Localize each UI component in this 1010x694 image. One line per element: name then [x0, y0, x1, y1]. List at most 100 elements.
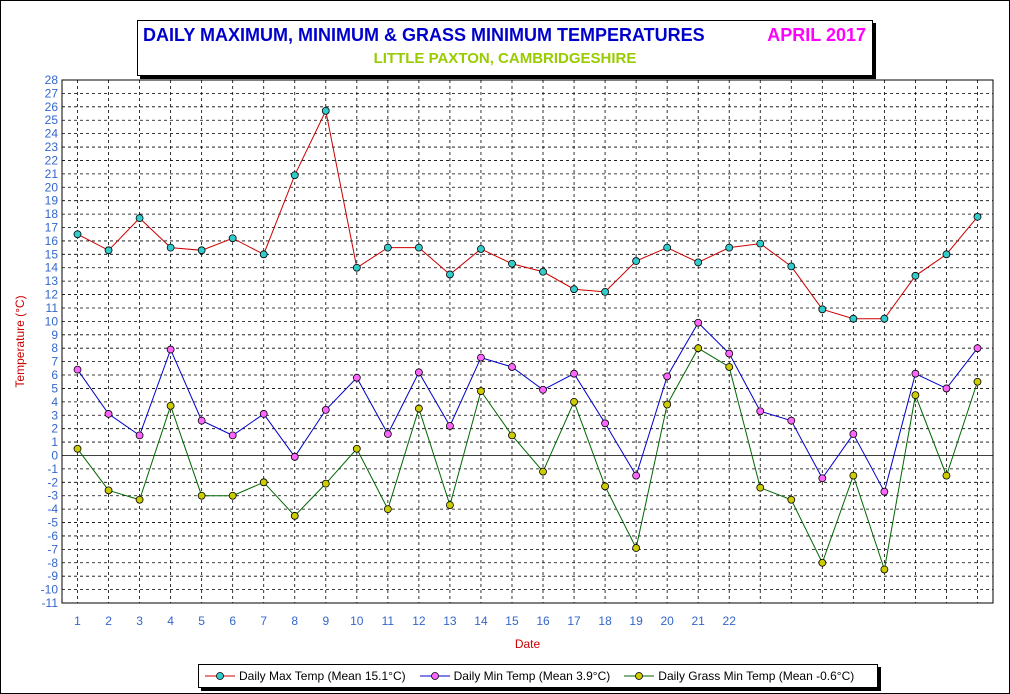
data-point-min — [570, 369, 578, 378]
x-tick-label: 3 — [136, 614, 143, 628]
data-point-grass — [446, 501, 454, 510]
x-tick-label: 21 — [692, 614, 706, 628]
data-point-min — [632, 471, 641, 480]
y-tick-label: 3 — [51, 408, 58, 422]
data-point-grass — [228, 491, 237, 500]
y-tick-label: -11 — [42, 596, 59, 610]
data-point-grass — [787, 495, 796, 504]
data-point-grass — [414, 404, 423, 413]
y-tick-label: 18 — [45, 207, 59, 221]
chart-month: APRIL 2017 — [767, 25, 866, 45]
y-tick-label: -2 — [47, 475, 58, 489]
data-point-grass — [570, 397, 578, 406]
y-tick-label: -7 — [47, 542, 58, 556]
y-tick-label: 26 — [45, 100, 59, 114]
data-point-min — [663, 372, 672, 381]
data-point-min — [104, 410, 113, 418]
x-tick-label: 10 — [350, 614, 364, 628]
data-point-min — [446, 422, 454, 430]
legend: Daily Max Temp (Mean 15.1°C) Daily Min T… — [198, 664, 878, 688]
x-tick-label: 12 — [412, 614, 426, 628]
data-point-grass — [259, 478, 268, 487]
data-point-max — [259, 250, 268, 259]
y-tick-label: 11 — [46, 301, 59, 315]
legend-item-min: Daily Min Temp (Mean 3.9°C) — [419, 669, 611, 683]
data-point-min — [290, 452, 299, 461]
data-point-min — [942, 384, 951, 393]
y-tick-label: 27 — [45, 86, 59, 100]
y-tick-label: 19 — [45, 194, 59, 208]
data-point-max — [383, 243, 392, 252]
y-tick-label: 6 — [51, 368, 58, 382]
data-point-min — [477, 353, 485, 362]
data-point-grass — [756, 483, 765, 492]
legend-item-max: Daily Max Temp (Mean 15.1°C) — [205, 669, 406, 683]
data-point-max — [197, 246, 206, 255]
x-tick-label: 18 — [598, 614, 612, 628]
temperature-chart: 2827262524232221201918171615141312111098… — [13, 73, 994, 651]
x-tick-label: 9 — [322, 614, 329, 628]
y-tick-label: 8 — [51, 341, 58, 355]
y-tick-label: 9 — [51, 328, 58, 342]
y-tick-label: -3 — [47, 489, 58, 503]
data-point-grass — [352, 444, 361, 453]
y-tick-label: 23 — [45, 140, 59, 154]
data-point-max — [352, 263, 361, 272]
y-tick-label: -10 — [41, 583, 59, 597]
x-tick-label: 19 — [629, 614, 643, 628]
data-point-max — [601, 287, 609, 296]
legend-swatch-min — [419, 672, 450, 680]
data-point-grass — [632, 544, 641, 552]
data-point-min — [973, 344, 982, 353]
data-point-max — [911, 271, 920, 280]
data-point-grass — [477, 387, 485, 396]
data-point-min — [414, 368, 423, 377]
x-tick-label: 14 — [474, 614, 488, 628]
legend-swatch-grass — [624, 672, 655, 680]
data-point-max — [663, 243, 672, 252]
y-tick-label: 1 — [51, 435, 58, 449]
data-point-min — [259, 410, 268, 418]
data-point-grass — [104, 486, 113, 495]
data-point-max — [135, 214, 144, 223]
data-point-grass — [166, 401, 175, 410]
data-point-max — [104, 246, 113, 255]
y-tick-label: 17 — [45, 221, 59, 235]
data-point-min — [849, 430, 858, 438]
y-tick-label: 10 — [45, 314, 59, 328]
y-tick-label: 4 — [51, 395, 58, 409]
data-point-grass — [383, 505, 392, 514]
data-point-max — [880, 314, 889, 323]
legend-label-max: Daily Max Temp (Mean 15.1°C) — [239, 669, 406, 683]
y-tick-label: 22 — [45, 153, 59, 167]
data-point-min — [508, 363, 516, 371]
data-point-max — [477, 245, 485, 253]
data-point-min — [601, 419, 609, 428]
x-tick-label: 13 — [443, 614, 457, 628]
x-tick-label: 17 — [567, 614, 581, 628]
data-point-grass — [663, 400, 672, 409]
data-point-max — [321, 106, 330, 115]
data-point-min — [694, 318, 703, 327]
chart-title: DAILY MAXIMUM, MINIMUM & GRASS MINIMUM T… — [143, 25, 705, 45]
data-point-grass — [290, 511, 299, 520]
series-line-min — [77, 321, 978, 494]
data-point-max — [632, 257, 641, 265]
y-axis-label: Temperature (°C) — [13, 295, 27, 387]
data-point-min — [725, 349, 734, 358]
y-tick-label: 15 — [45, 247, 59, 261]
data-point-max — [539, 267, 547, 276]
data-point-grass — [694, 344, 703, 353]
legend-label-min: Daily Min Temp (Mean 3.9°C) — [453, 669, 611, 683]
y-tick-label: -1 — [47, 462, 58, 476]
title-box: DAILY MAXIMUM, MINIMUM & GRASS MINIMUM T… — [137, 20, 873, 76]
data-point-min — [135, 431, 144, 440]
data-point-max — [973, 212, 982, 221]
y-tick-label: 7 — [51, 355, 58, 369]
data-point-max — [446, 270, 454, 279]
data-point-min — [818, 474, 827, 483]
data-point-max — [849, 314, 858, 323]
data-point-max — [414, 243, 423, 252]
legend-item-grass: Daily Grass Min Temp (Mean -0.6°C) — [624, 669, 854, 683]
y-tick-label: 20 — [45, 180, 59, 194]
